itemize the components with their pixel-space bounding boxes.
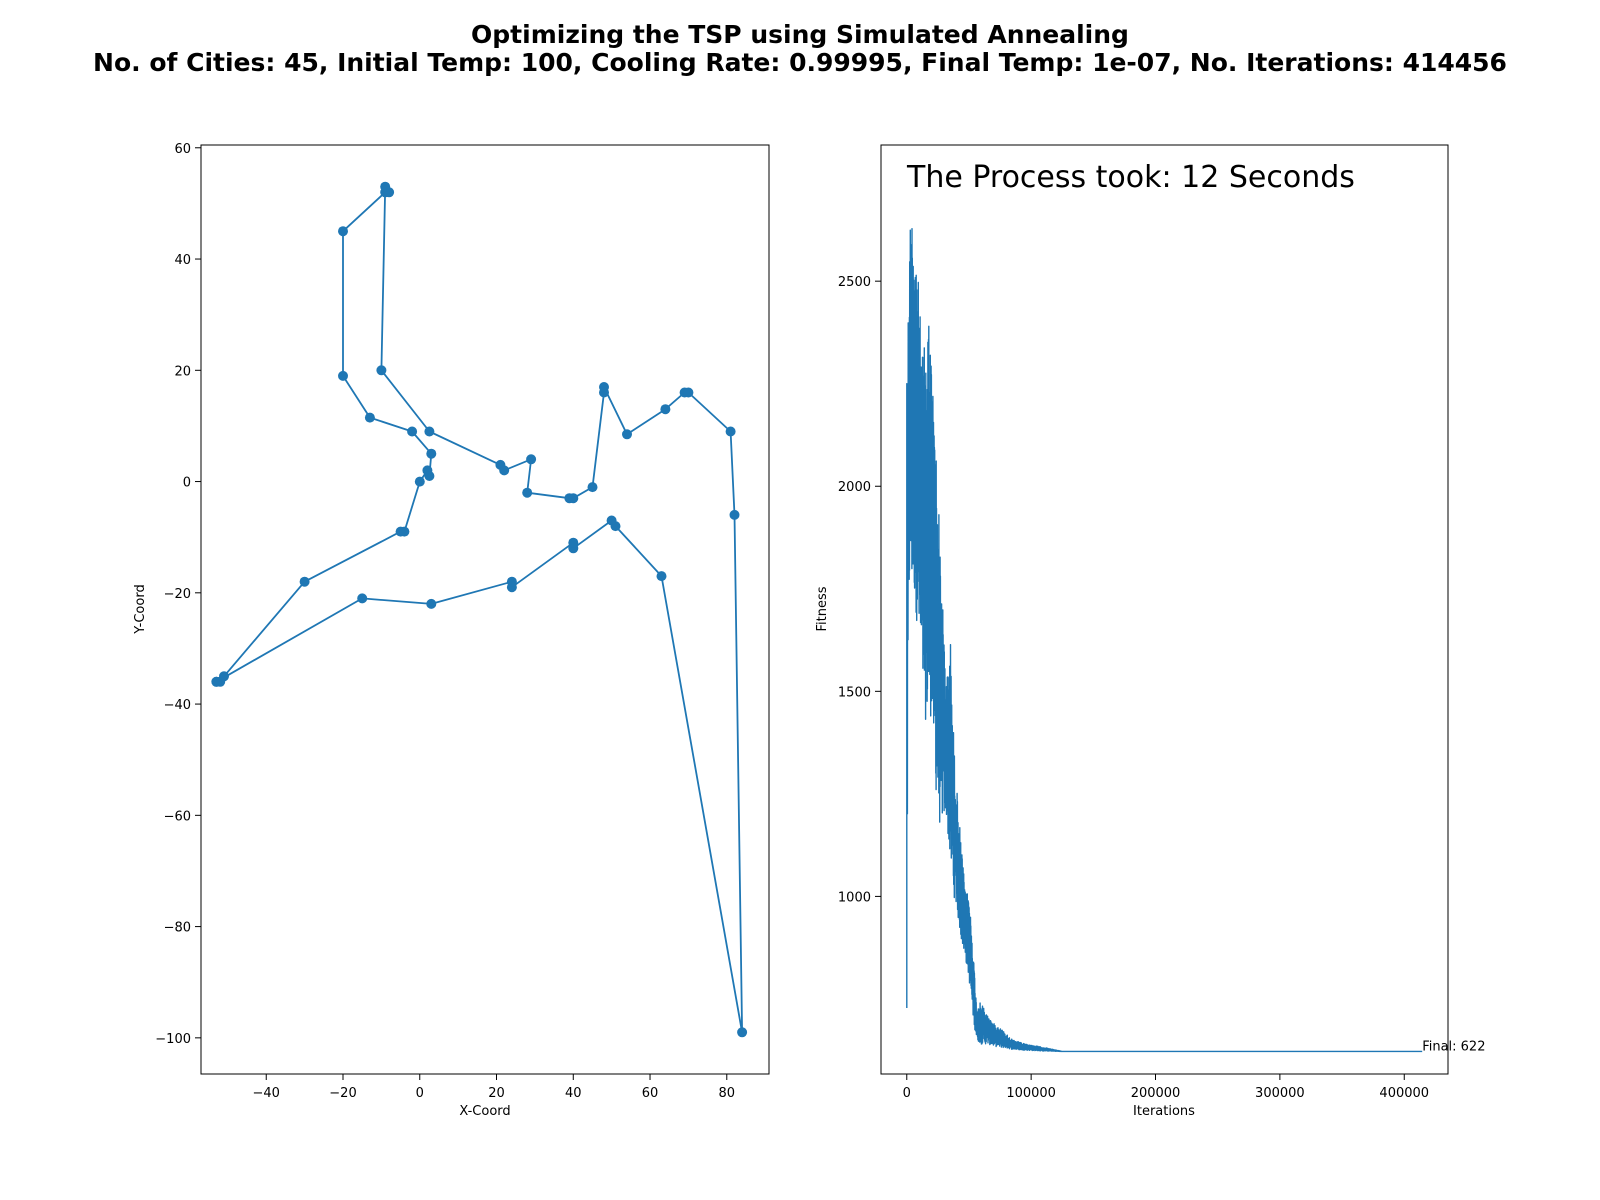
route-ytick-label: −60 <box>164 809 191 824</box>
figure-title-line2: No. of Cities: 45, Initial Temp: 100, Co… <box>93 48 1507 77</box>
city-point <box>219 671 229 682</box>
fitness-chart-frame <box>880 144 1449 1075</box>
fitness-xtick-label: 100000 <box>1006 1086 1056 1101</box>
city-point <box>656 571 667 582</box>
route-ytick-label: −80 <box>164 921 191 936</box>
route-x-ticks: −40 −20 0 20 40 60 80 <box>253 1074 736 1101</box>
fitness-x-ticks: 0 100000 200000 300000 400000 <box>903 1074 1429 1101</box>
fitness-ytick-label: 1000 <box>838 890 871 905</box>
fitness-y-ticks: 1000 1500 2000 2500 <box>838 275 881 905</box>
route-xtick-label: 80 <box>719 1086 736 1101</box>
city-point <box>729 509 740 520</box>
city-point <box>299 576 310 587</box>
city-point <box>622 429 632 440</box>
route-chart: −40 −20 0 20 40 60 80 −100−80−60−40−200204060 … <box>133 142 770 1119</box>
route-points <box>211 181 748 1038</box>
fitness-xtick-label: 400000 <box>1379 1086 1429 1101</box>
fitness-line <box>906 228 1423 1053</box>
route-line <box>215 185 743 1034</box>
city-point <box>568 537 579 548</box>
city-point <box>338 226 348 237</box>
city-point <box>364 412 375 423</box>
fitness-ylabel: Fitness <box>815 586 830 631</box>
city-point <box>424 426 435 437</box>
city-point <box>587 482 598 493</box>
city-point <box>660 404 671 415</box>
fitness-annotation: The Process took: 12 Seconds <box>906 160 1355 195</box>
route-xtick-label: 20 <box>488 1086 505 1101</box>
city-point <box>683 387 694 398</box>
city-point <box>211 676 222 687</box>
fitness-final-label: Final: 622 <box>1422 1039 1485 1054</box>
route-xtick-label: 0 <box>416 1086 424 1101</box>
city-point <box>522 487 533 498</box>
fitness-ytick-label: 1500 <box>838 685 871 700</box>
route-xtick-label: −20 <box>329 1086 356 1101</box>
city-point <box>399 526 410 537</box>
figure-title-line1: Optimizing the TSP using Simulated Annea… <box>471 20 1129 49</box>
city-point <box>506 576 517 587</box>
route-ytick-label: 40 <box>174 253 191 268</box>
fitness-xtick-label: 200000 <box>1131 1086 1181 1101</box>
route-ytick-label: −20 <box>164 587 191 602</box>
city-point <box>426 448 437 459</box>
fitness-chart: 0 100000 200000 300000 400000 1000 1500 2000 25… <box>815 144 1485 1119</box>
city-point <box>725 426 736 437</box>
route-y-ticks: −100 −80 −60 −40 −20 0 20 40 60 <box>155 142 201 1047</box>
city-point <box>599 382 609 392</box>
route-ytick-label: −40 <box>164 698 191 713</box>
route-xtick-label: 40 <box>565 1086 582 1101</box>
city-point <box>414 476 425 487</box>
route-xlabel: X-Coord <box>459 1104 510 1119</box>
city-point <box>380 181 391 192</box>
fitness-xlabel: Iterations <box>1133 1104 1195 1119</box>
route-ytick-label: 20 <box>174 364 191 379</box>
city-point <box>338 370 348 381</box>
fitness-ytick-label: 2000 <box>838 480 871 495</box>
city-point <box>376 365 387 376</box>
city-point <box>606 515 617 526</box>
fitness-ytick-label: 2500 <box>838 275 871 290</box>
route-chart-frame <box>200 144 770 1075</box>
route-ytick-label: −100 <box>155 1032 191 1047</box>
fitness-xtick-label: 300000 <box>1255 1086 1305 1101</box>
route-xtick-label: 60 <box>642 1086 659 1101</box>
route-xtick-label: −40 <box>253 1086 280 1101</box>
route-ylabel: Y-Coord <box>133 584 148 634</box>
route-ytick-label: 60 <box>174 142 191 157</box>
city-point <box>526 454 537 465</box>
city-point <box>426 598 437 609</box>
fitness-xtick-label: 0 <box>903 1086 911 1101</box>
city-point <box>357 593 368 604</box>
route-ytick-label: 0 <box>183 476 191 491</box>
city-point <box>424 471 435 481</box>
city-point <box>499 465 510 476</box>
city-point <box>407 426 418 437</box>
city-point <box>568 493 579 504</box>
city-point <box>737 1027 748 1038</box>
